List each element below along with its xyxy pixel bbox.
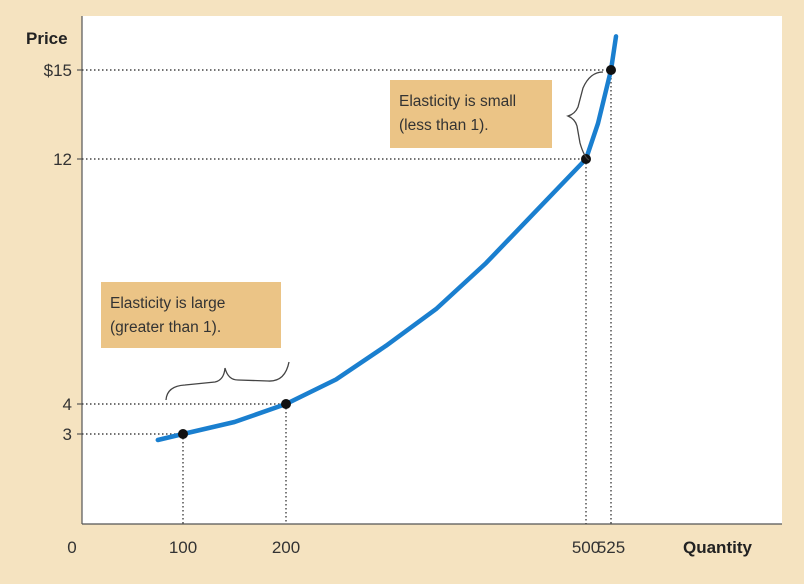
annotation-box: Elasticity is large (greater than 1). [101,282,281,348]
annotation-text: Elasticity is large [110,295,225,312]
brace-large [165,361,290,401]
annotation-text: Elasticity is small [399,93,516,110]
y-axis-title: Price [26,29,68,48]
data-point [606,65,616,75]
brace-small [566,71,604,161]
annotation-text: (greater than 1). [110,319,221,336]
annotation-background [390,80,552,148]
y-tick-label: $15 [44,61,72,80]
y-tick-label: 4 [63,395,72,414]
curve-line [155,34,619,443]
data-point [281,399,291,409]
y-tick-label: 3 [63,425,72,444]
x-tick-label: 100 [169,538,197,557]
annotation-background [101,282,281,348]
x-tick-label: 500 [572,538,600,557]
data-point [581,154,591,164]
x-axis-title: Quantity [683,538,752,557]
y-tick-label: 12 [53,150,72,169]
x-tick-label: 0 [67,538,76,557]
annotation-text: (less than 1). [399,117,489,134]
x-tick-label: 200 [272,538,300,557]
annotation-box: Elasticity is small (less than 1). [390,80,552,148]
data-point [178,429,188,439]
x-tick-label: 525 [597,538,625,557]
